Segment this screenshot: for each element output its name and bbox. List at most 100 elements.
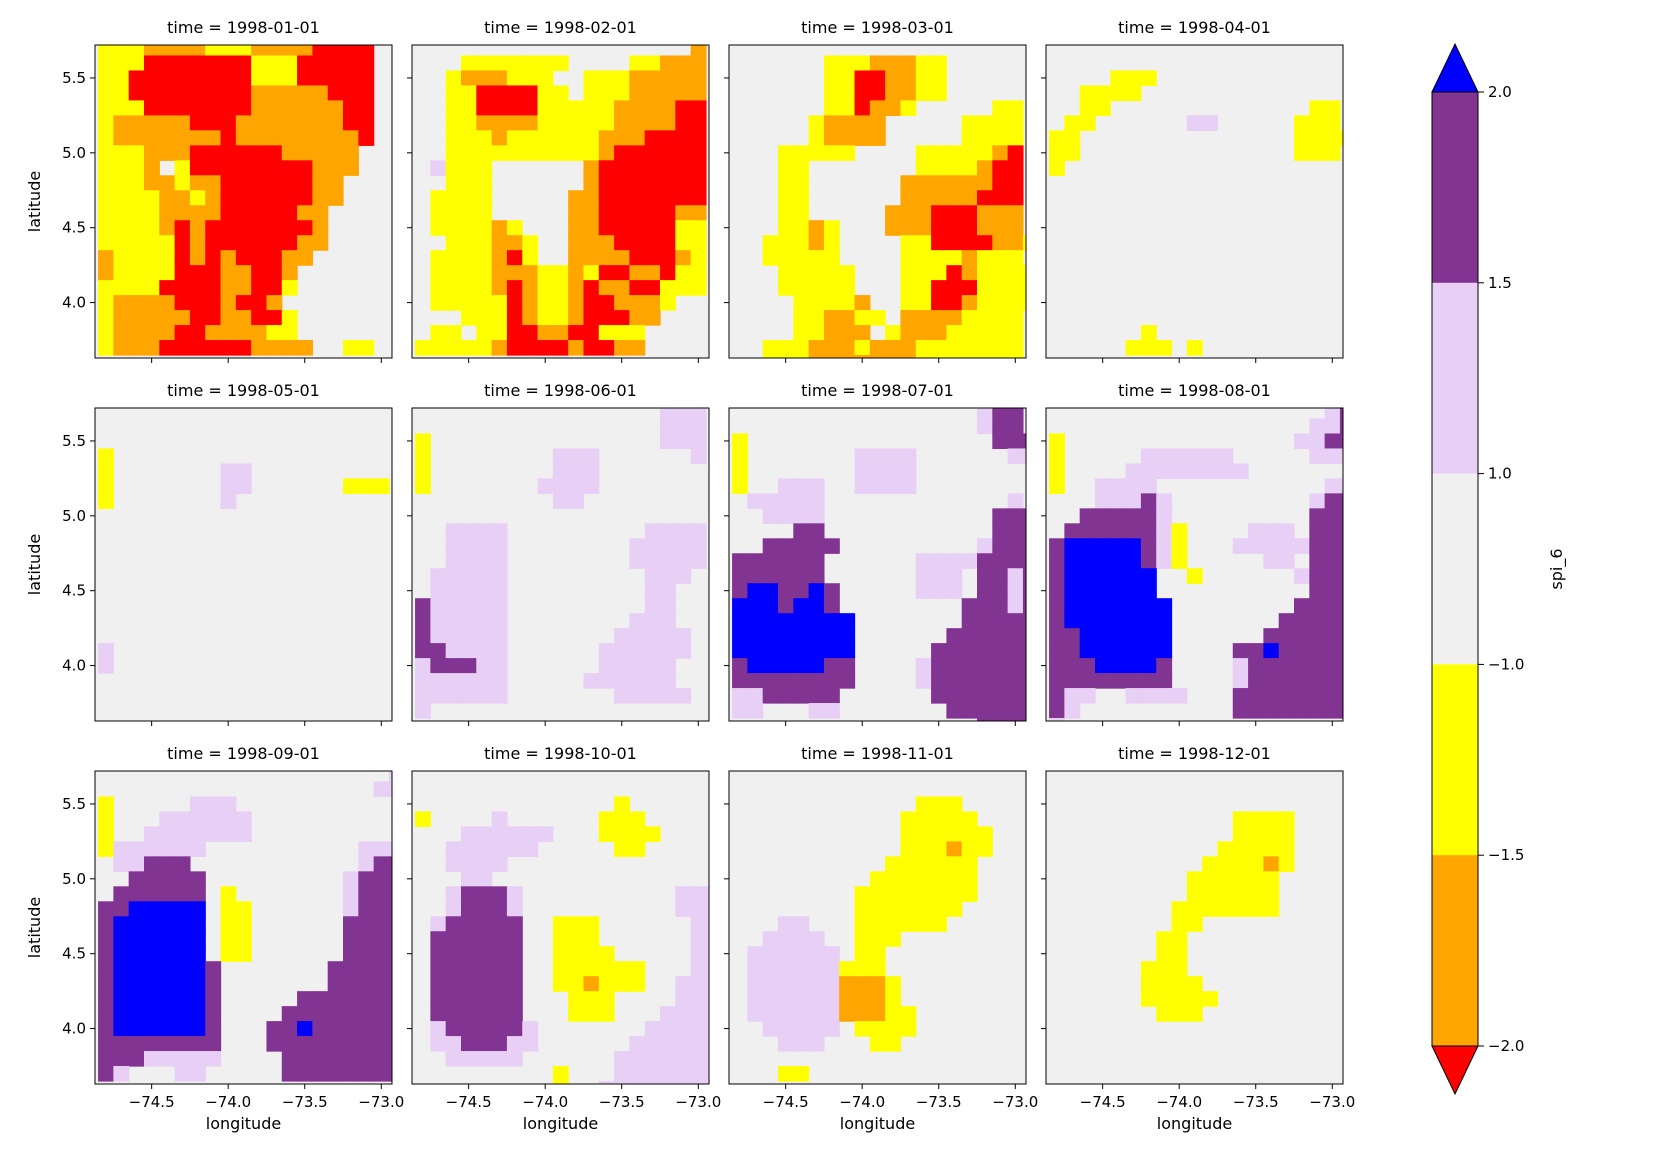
- heatmap-cell: [777, 931, 794, 947]
- heatmap-cell: [373, 961, 390, 977]
- heatmap-cell: [506, 70, 523, 87]
- heatmap-cell: [1007, 703, 1024, 719]
- heatmap-cell: [1094, 523, 1111, 539]
- heatmap-cell: [430, 190, 447, 206]
- heatmap-cell: [660, 523, 676, 539]
- heatmap-cell: [1022, 718, 1026, 721]
- heatmap-cell: [915, 355, 932, 358]
- heatmap-cell: [931, 826, 947, 842]
- heatmap-cell: [614, 175, 630, 191]
- heatmap-cell: [705, 961, 709, 977]
- heatmap-cell: [430, 583, 447, 599]
- heatmap-cell: [1007, 658, 1024, 674]
- heatmap-cell: [931, 250, 947, 266]
- heatmap-cell: [251, 85, 268, 102]
- heatmap-cell: [388, 946, 392, 962]
- heatmap-cell: [675, 553, 692, 569]
- heatmap-cell: [854, 916, 871, 932]
- heatmap-cell: [1339, 478, 1343, 494]
- heatmap-cell: [430, 613, 447, 629]
- heatmap-cell: [977, 408, 993, 420]
- heatmap-cell: [266, 175, 283, 191]
- heatmap-cell: [1294, 433, 1310, 450]
- heatmap-cell: [854, 295, 871, 311]
- heatmap-cell: [1294, 568, 1310, 584]
- heatmap-cell: [915, 70, 932, 87]
- heatmap-cell: [235, 310, 252, 326]
- heatmap-cell: [373, 991, 390, 1007]
- heatmap-cell: [915, 811, 932, 828]
- heatmap-cell: [1294, 673, 1310, 689]
- heatmap-cell: [747, 946, 764, 962]
- heatmap-cell: [762, 613, 779, 629]
- heatmap-cell: [900, 871, 917, 887]
- heatmap-cell: [1248, 811, 1264, 828]
- heatmap-cell: [266, 1021, 283, 1037]
- heatmap-cell: [98, 295, 114, 311]
- heatmap-cell: [358, 70, 375, 87]
- heatmap-cell: [98, 145, 114, 161]
- heatmap-cell: [445, 583, 462, 599]
- heatmap-cell: [690, 250, 707, 266]
- heatmap-cell: [1022, 265, 1026, 281]
- heatmap-cell: [327, 1051, 344, 1067]
- heatmap-cells: [412, 771, 709, 1084]
- heatmap-cell: [915, 160, 932, 176]
- heatmap-cell: [793, 583, 810, 599]
- heatmap-cell: [900, 355, 917, 358]
- heatmap-cell: [327, 130, 344, 146]
- heatmap-cell: [690, 1051, 707, 1067]
- heatmap-cell: [251, 310, 268, 326]
- facet-title: time = 1998-06-01: [484, 381, 637, 400]
- heatmap-cell: [1125, 553, 1142, 569]
- heatmap-cell: [747, 613, 764, 629]
- heatmap-cell: [98, 826, 114, 842]
- heatmap-cell: [159, 1051, 176, 1067]
- heatmap-cell: [568, 295, 585, 311]
- heatmap-cell: [762, 508, 779, 524]
- heatmap-cell: [445, 280, 462, 296]
- heatmap-cell: [568, 145, 585, 161]
- heatmap-cell: [266, 85, 283, 102]
- heatmap-cell: [506, 235, 523, 251]
- heatmap-cell: [1324, 628, 1341, 644]
- heatmap-cell: [1110, 493, 1127, 509]
- heatmap-cell: [629, 85, 646, 102]
- heatmap-cell: [1248, 523, 1264, 539]
- heatmap-cell: [98, 658, 114, 674]
- heatmap-cell: [808, 931, 825, 947]
- heatmap-cell: [388, 916, 392, 932]
- heatmap-cell: [977, 130, 993, 146]
- heatmap-cell: [823, 235, 840, 251]
- heatmap-cell: [644, 538, 661, 554]
- heatmap-cell: [629, 205, 646, 221]
- heatmap-cell: [460, 265, 477, 281]
- heatmap-cell: [762, 628, 779, 644]
- heatmap-cell: [1309, 568, 1326, 584]
- heatmap-cell: [1156, 946, 1173, 962]
- heatmap-cell: [460, 673, 477, 689]
- heatmap-cell: [128, 886, 145, 902]
- heatmap-cell: [614, 1081, 630, 1084]
- heatmap-cell: [113, 340, 130, 356]
- heatmap-cell: [113, 190, 130, 206]
- heatmap-cell: [644, 613, 661, 629]
- heatmap-cell: [915, 583, 932, 599]
- heatmap-cell: [1007, 220, 1024, 236]
- heatmap-cell: [675, 70, 692, 87]
- heatmap-cell: [961, 190, 978, 206]
- heatmap-cell: [189, 160, 206, 176]
- heatmap-cell: [977, 280, 993, 296]
- heatmap-cell: [644, 598, 661, 614]
- heatmap-cell: [312, 100, 329, 116]
- heatmap-cell: [189, 280, 206, 296]
- heatmap-cell: [793, 976, 810, 992]
- heatmap-cell: [992, 295, 1009, 311]
- heatmap-cell: [327, 190, 344, 206]
- heatmap-cell: [823, 100, 840, 116]
- heatmap-cell: [491, 523, 508, 539]
- heatmap-cell: [522, 55, 539, 72]
- heatmap-cell: [537, 826, 554, 842]
- heatmap-cell: [445, 886, 462, 902]
- heatmap-cell: [1278, 613, 1295, 629]
